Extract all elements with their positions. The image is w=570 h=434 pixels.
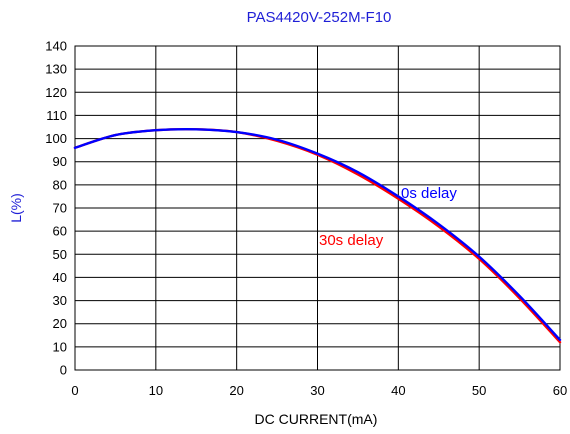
annotation-0s-delay: 0s delay	[401, 185, 457, 202]
series-line-0s-delay	[73, 127, 562, 342]
y-tick-label: 70	[53, 201, 67, 216]
x-tick-label: 10	[149, 383, 163, 398]
x-tick-label: 30	[310, 383, 324, 398]
annotation-30s-delay: 30s delay	[319, 232, 384, 249]
grid	[74, 45, 561, 371]
x-tick-label: 20	[229, 383, 243, 398]
tick-labels: 0 10 20 30 40 50 60 70 80 90 100 110 120 130 140 0 10 20 3…	[45, 39, 567, 399]
y-tick-label: 50	[53, 247, 67, 262]
x-tick-label: 40	[391, 383, 405, 398]
chart-title: PAS4420V-252M-F10	[247, 9, 392, 26]
x-axis-title: DC CURRENT(mA)	[255, 411, 378, 427]
y-axis-title: L(%)	[8, 193, 24, 223]
y-tick-label: 30	[53, 293, 67, 308]
y-tick-label: 40	[53, 270, 67, 285]
y-tick-label: 10	[53, 339, 67, 354]
y-tick-label: 110	[46, 108, 67, 123]
y-tick-label: 80	[53, 177, 67, 192]
y-tick-label: 20	[53, 316, 67, 331]
series-layer	[73, 127, 562, 344]
x-tick-label: 0	[71, 383, 78, 398]
y-tick-label: 130	[45, 62, 67, 77]
plot-border	[74, 45, 561, 371]
y-tick-label: 120	[45, 85, 67, 100]
x-tick-label: 50	[472, 383, 486, 398]
y-tick-label: 60	[53, 224, 67, 239]
y-tick-label: 100	[45, 131, 67, 146]
y-tick-label: 0	[60, 363, 67, 378]
y-tick-label: 90	[53, 154, 67, 169]
y-tick-label: 140	[45, 39, 67, 54]
x-tick-label: 60	[553, 383, 567, 398]
